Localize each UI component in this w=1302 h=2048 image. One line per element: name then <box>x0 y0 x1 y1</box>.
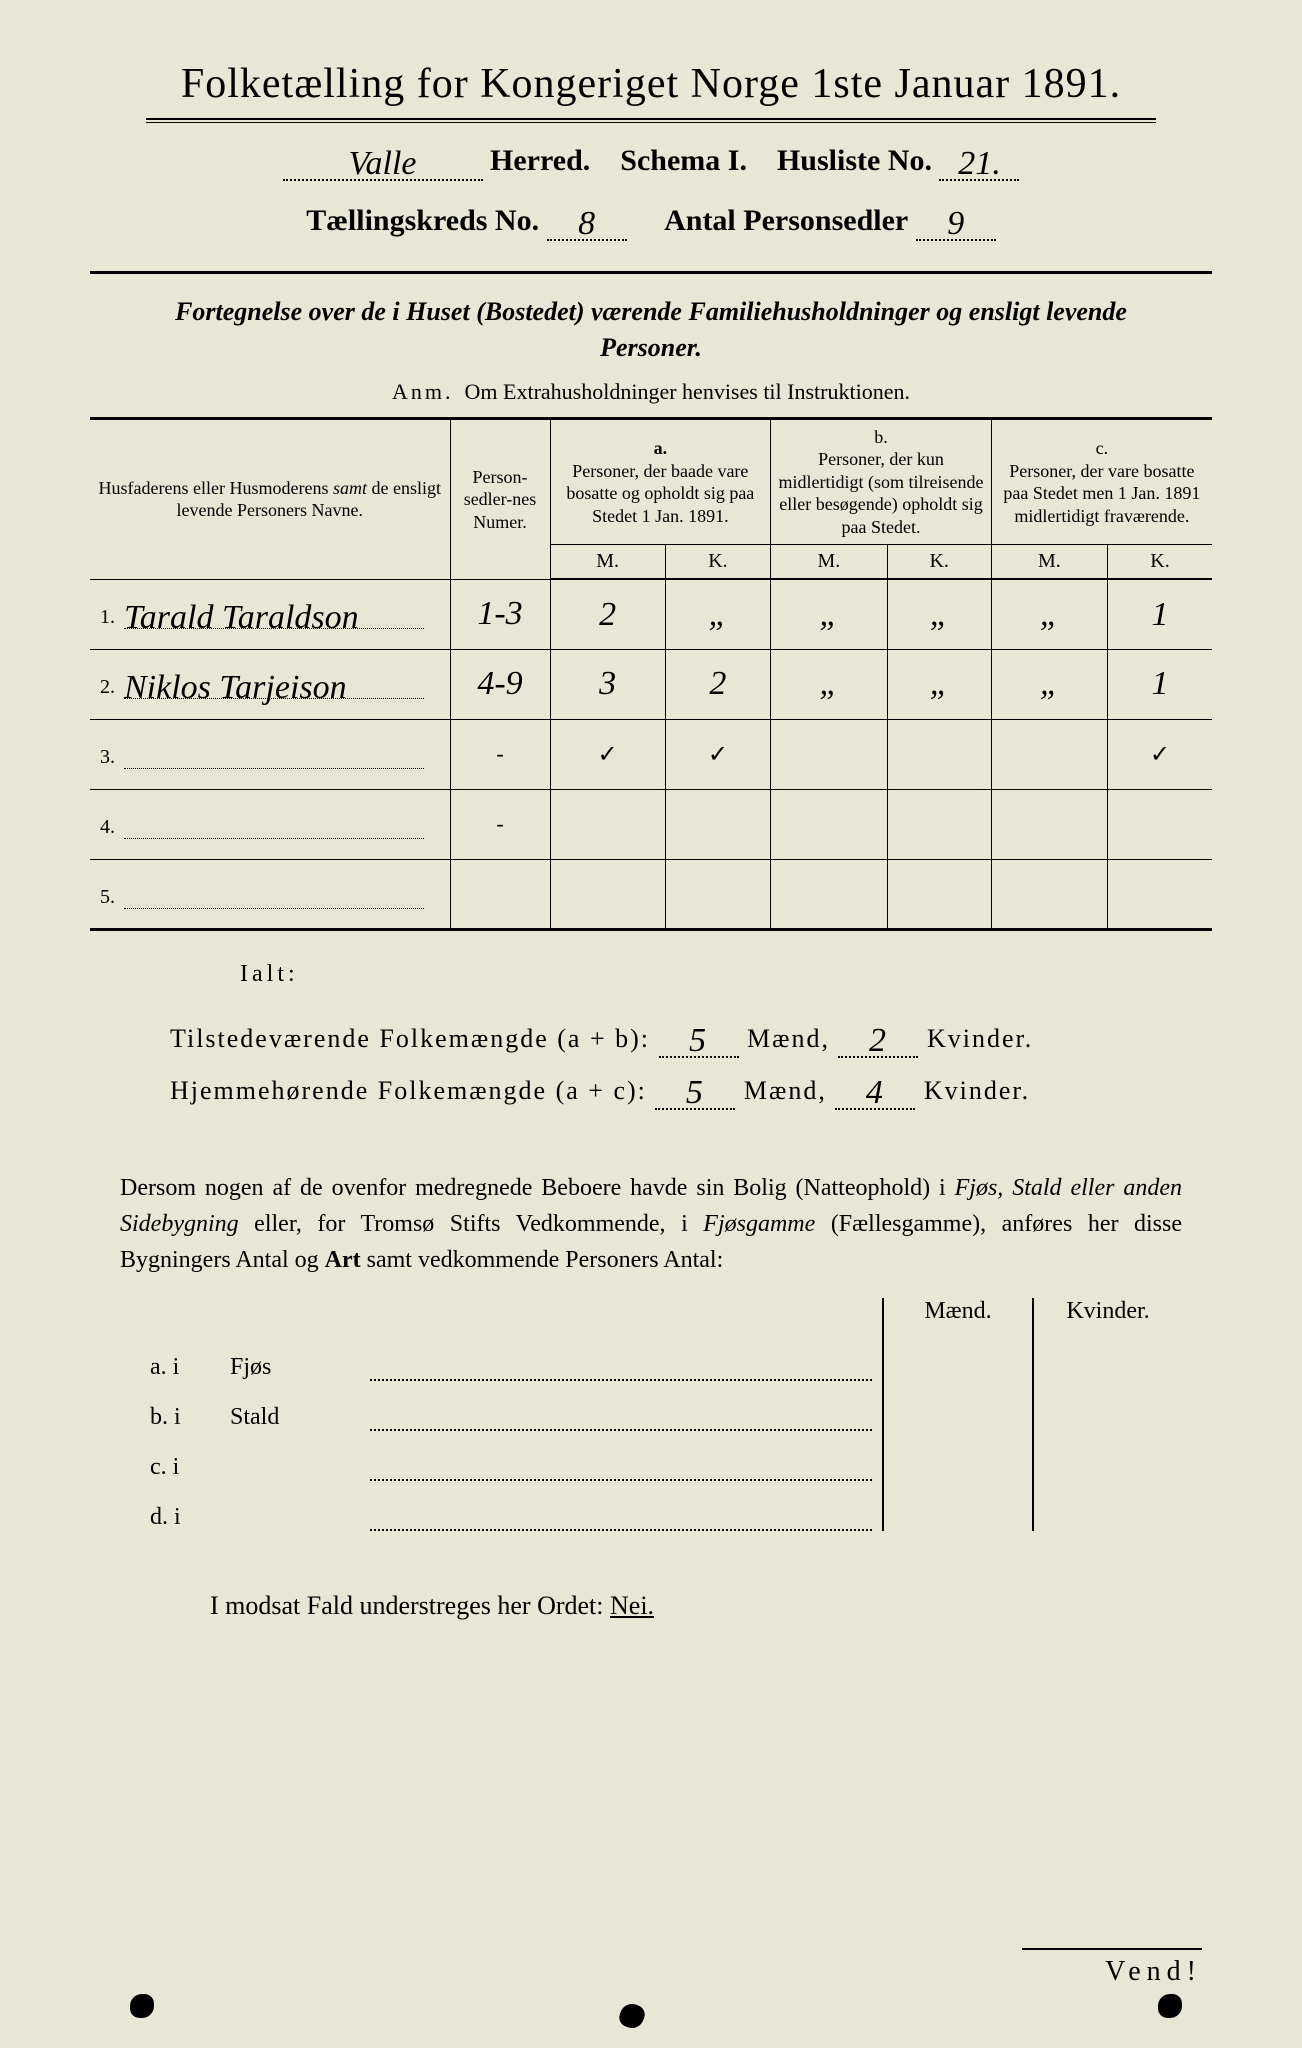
table-body: 1.Tarald Taraldson 1-3 2 „ „ „ „ 1 2.Nik… <box>90 579 1212 929</box>
page-title: Folketælling for Kongeriget Norge 1ste J… <box>90 60 1212 108</box>
schema-label: Schema I. <box>620 144 747 177</box>
th-a-m: M. <box>550 545 665 580</box>
kreds-label: Tællingskreds No. <box>306 204 539 237</box>
th-c-m: M. <box>991 545 1107 580</box>
section-rule-1 <box>90 271 1212 274</box>
building-row: d. i <box>150 1481 1182 1531</box>
subtitle: Fortegnelse over de i Huset (Bostedet) v… <box>130 294 1172 367</box>
totals-line-1: Tilstedeværende Folkemængde (a + b): 5 M… <box>170 1018 1212 1058</box>
ink-blot-icon <box>617 2001 648 2032</box>
husliste-label: Husliste No. <box>777 144 932 177</box>
th-c: c. Personer, der vare bosatte paa Stedet… <box>991 418 1212 545</box>
ink-blot-icon <box>1158 1994 1182 2018</box>
ialt-label: Ialt: <box>240 961 1212 988</box>
title-rule <box>146 118 1156 123</box>
table-row: 4. - <box>90 789 1212 859</box>
table-row: 2.Niklos Tarjeison 4-9 3 2 „ „ „ 1 <box>90 649 1212 719</box>
building-row: b. i Stald <box>150 1381 1182 1431</box>
husliste-value: 21. <box>939 141 1019 181</box>
kreds-value: 8 <box>547 201 627 241</box>
th-names: Husfaderens eller Husmoderens samt de en… <box>90 418 450 579</box>
nei-line: I modsat Fald understreges her Ordet: Ne… <box>210 1591 1212 1621</box>
antal-value: 9 <box>916 201 996 241</box>
totals-line-2: Hjemmehørende Folkemængde (a + c): 5 Mæn… <box>170 1070 1212 1110</box>
table-row: 1.Tarald Taraldson 1-3 2 „ „ „ „ 1 <box>90 579 1212 649</box>
th-b-k: K. <box>887 545 991 580</box>
vend-label: Vend! <box>1022 1948 1202 1988</box>
table-row: 3. - ✓ ✓ ✓ <box>90 719 1212 789</box>
building-h-kvinder: Kvinder. <box>1032 1298 1182 1331</box>
anm-note: Anm. Om Extrahusholdninger henvises til … <box>90 379 1212 405</box>
herred-label: Herred. <box>490 144 590 177</box>
building-table: Mænd. Kvinder. a. i Fjøs b. i Stald c. i… <box>150 1298 1182 1531</box>
building-h-maend: Mænd. <box>882 1298 1032 1331</box>
th-numer: Person-sedler-nes Numer. <box>450 418 550 579</box>
building-row: a. i Fjøs <box>150 1331 1182 1381</box>
header-line-2: Valle Herred. Schema I. Husliste No. 21. <box>90 141 1212 181</box>
building-paragraph: Dersom nogen af de ovenfor medregnede Be… <box>120 1170 1182 1278</box>
ink-blot-icon <box>130 1994 154 2018</box>
herred-value: Valle <box>283 141 483 181</box>
antal-label: Antal Personsedler <box>664 204 908 237</box>
th-a-k: K. <box>665 545 770 580</box>
th-a: a. Personer, der baade vare bosatte og o… <box>550 418 771 545</box>
header-line-3: Tællingskreds No. 8 Antal Personsedler 9 <box>90 201 1212 241</box>
household-table: Husfaderens eller Husmoderens samt de en… <box>90 417 1212 931</box>
census-form-page: Folketælling for Kongeriget Norge 1ste J… <box>0 0 1302 2048</box>
building-row: c. i <box>150 1431 1182 1481</box>
th-b: b. Personer, der kun midlertidigt (som t… <box>771 418 992 545</box>
table-row: 5. <box>90 859 1212 929</box>
building-header: Mænd. Kvinder. <box>150 1298 1182 1331</box>
th-b-m: M. <box>771 545 887 580</box>
th-c-k: K. <box>1107 545 1212 580</box>
